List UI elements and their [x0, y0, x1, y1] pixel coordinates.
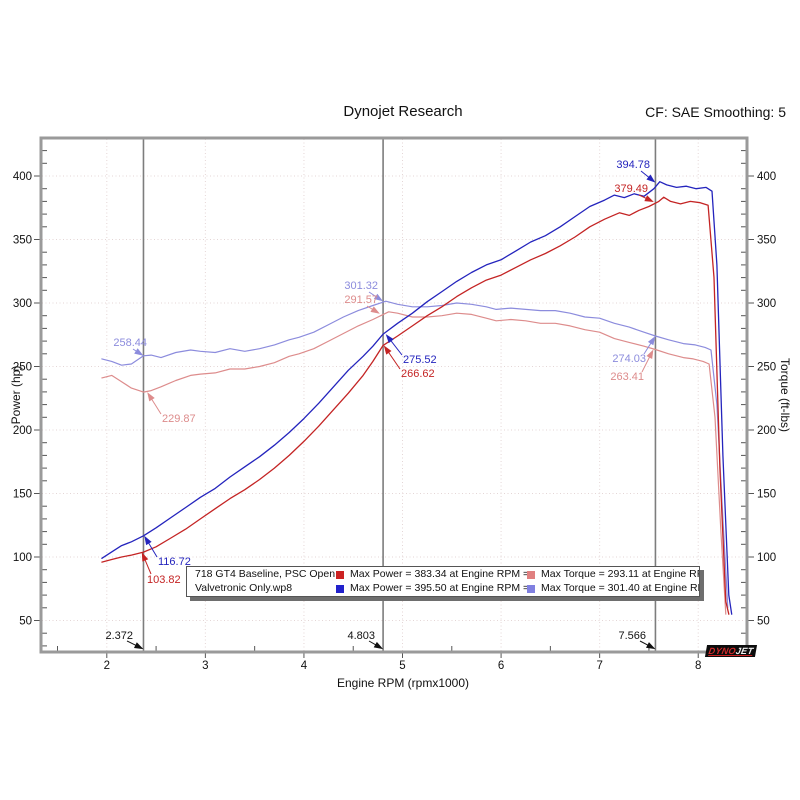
annotation-arrow-head	[646, 174, 656, 183]
annotation-arrow-line	[389, 338, 403, 356]
x-tick-label: 8	[695, 660, 701, 672]
annotation-arrow-head	[647, 335, 656, 346]
annotation-arrow-line	[386, 350, 401, 370]
annotation-label: 275.52	[403, 354, 437, 366]
y-tick-label-right: 200	[757, 425, 776, 437]
y-tick-label-right: 350	[757, 235, 776, 247]
legend-series-name: Valvetronic Only.wp8	[195, 582, 293, 594]
legend-torque-swatch	[527, 570, 535, 579]
y-tick-label-left: 100	[13, 552, 32, 564]
annotation-arrow-head	[370, 306, 380, 314]
annotation-label: 394.78	[616, 159, 650, 171]
axis-ticks	[34, 150, 754, 658]
annotation-label: 4.803	[347, 630, 375, 642]
y-tick-label-right: 150	[757, 489, 776, 501]
grid	[42, 139, 746, 651]
legend-torque-swatch	[527, 584, 535, 593]
chart-title: Dynojet Research	[343, 103, 463, 120]
y-tick-label-left: 200	[13, 425, 32, 437]
cursor-lines	[142, 139, 657, 651]
y-tick-label-right: 300	[757, 298, 776, 310]
legend-series-name: 718 GT4 Baseline, PSC Open.wp8	[195, 568, 336, 580]
x-tick-label: 2	[104, 660, 110, 672]
y-tick-label-left: 50	[19, 616, 32, 628]
annotation-arrow-head	[646, 349, 654, 359]
curve-718-gt4-baseline-psc-open-wp8-power	[101, 196, 730, 615]
annotation-label: 7.566	[618, 630, 646, 642]
annotations: 394.78 379.49 301.32 291.57 275.52 266.62 258.…	[105, 159, 656, 650]
curves	[101, 181, 733, 615]
annotation-label: 258.44	[113, 337, 147, 349]
annotation-arrow-head	[383, 345, 392, 355]
correction-factor-label: CF: SAE Smoothing: 5	[645, 104, 786, 120]
y-tick-label-left: 400	[13, 171, 32, 183]
curve-valvetronic-only-wp8-power	[101, 181, 733, 615]
annotation-label: 116.72	[158, 556, 191, 568]
y-tick-label-left: 300	[13, 298, 32, 310]
annotation-label: 301.32	[344, 280, 378, 292]
annotation-label: 379.49	[614, 183, 648, 195]
legend-power-swatch	[336, 570, 344, 579]
plot-frame	[39, 136, 749, 654]
x-tick-label: 5	[399, 660, 405, 672]
legend-power-stat: Max Power = 383.34 at Engine RPM = 7.65	[350, 568, 527, 580]
annotation-arrow-head	[373, 293, 384, 302]
legend-row: Valvetronic Only.wp8 Max Power = 395.50 a…	[187, 582, 699, 595]
legend-box: 718 GT4 Baseline, PSC Open.wp8 Max Power …	[186, 566, 700, 597]
dynojet-logo-jet: JET	[735, 646, 755, 656]
curve-718-gt4-baseline-psc-open-wp8-torque	[101, 311, 727, 615]
annotation-arrow-line	[149, 396, 162, 415]
power-axis-title: Power (hp)	[9, 365, 23, 425]
annotation-arrow-head	[141, 552, 149, 562]
y-tick-label-left: 250	[13, 362, 32, 374]
y-tick-label-left: 350	[13, 235, 32, 247]
y-tick-label-right: 50	[757, 616, 770, 628]
annotation-arrow-head	[133, 642, 144, 650]
rpm-axis-title: Engine RPM (rpmx1000)	[336, 676, 470, 690]
x-tick-label: 4	[301, 660, 308, 672]
annotation-arrow-line	[641, 354, 652, 373]
annotation-label: 274.03	[612, 353, 646, 365]
dynojet-logo-dyno: DYNO	[707, 646, 737, 656]
annotation-label: 291.57	[344, 294, 378, 306]
y-tick-label-right: 250	[757, 362, 776, 374]
y-tick-label-right: 100	[757, 552, 776, 564]
annotation-arrow-head	[645, 642, 656, 650]
annotation-arrow-head	[644, 195, 654, 203]
legend-power-stat: Max Power = 395.50 at Engine RPM = 7.61	[350, 582, 527, 594]
annotation-label: 103.82	[147, 574, 181, 586]
legend-row: 718 GT4 Baseline, PSC Open.wp8 Max Power …	[187, 568, 699, 581]
legend-torque-stat: Max Torque = 293.11 at Engine RPM = 4.86	[541, 568, 699, 580]
annotation-label: 263.41	[610, 371, 644, 383]
annotation-arrow-head	[385, 334, 394, 344]
annotation-label: 266.62	[401, 368, 435, 380]
annotation-arrow-line	[146, 540, 158, 558]
x-tick-label: 6	[498, 660, 504, 672]
x-tick-label: 3	[202, 660, 208, 672]
x-tick-label: 7	[596, 660, 602, 672]
y-tick-label-left: 150	[13, 489, 32, 501]
curve-valvetronic-only-wp8-torque	[101, 300, 729, 609]
annotation-label: 2.372	[105, 630, 133, 642]
annotation-arrow-head	[134, 348, 144, 356]
tick-labels: 2 3 4 5 6 7 8 50 50 100 100 150 150 200 200 250 250 300 30…	[13, 171, 776, 672]
torque-axis-title: Torque (ft-lbs)	[778, 357, 792, 433]
annotation-arrow-head	[147, 392, 155, 402]
legend-torque-stat: Max Torque = 301.40 at Engine RPM = 4.83	[541, 582, 699, 594]
annotation-arrow-head	[144, 535, 152, 546]
legend-power-swatch	[336, 584, 344, 593]
dynojet-logo: DYNO JET	[704, 645, 758, 657]
y-tick-label-right: 400	[757, 171, 776, 183]
annotation-label: 229.87	[162, 413, 196, 425]
annotation-arrow-head	[373, 641, 384, 650]
